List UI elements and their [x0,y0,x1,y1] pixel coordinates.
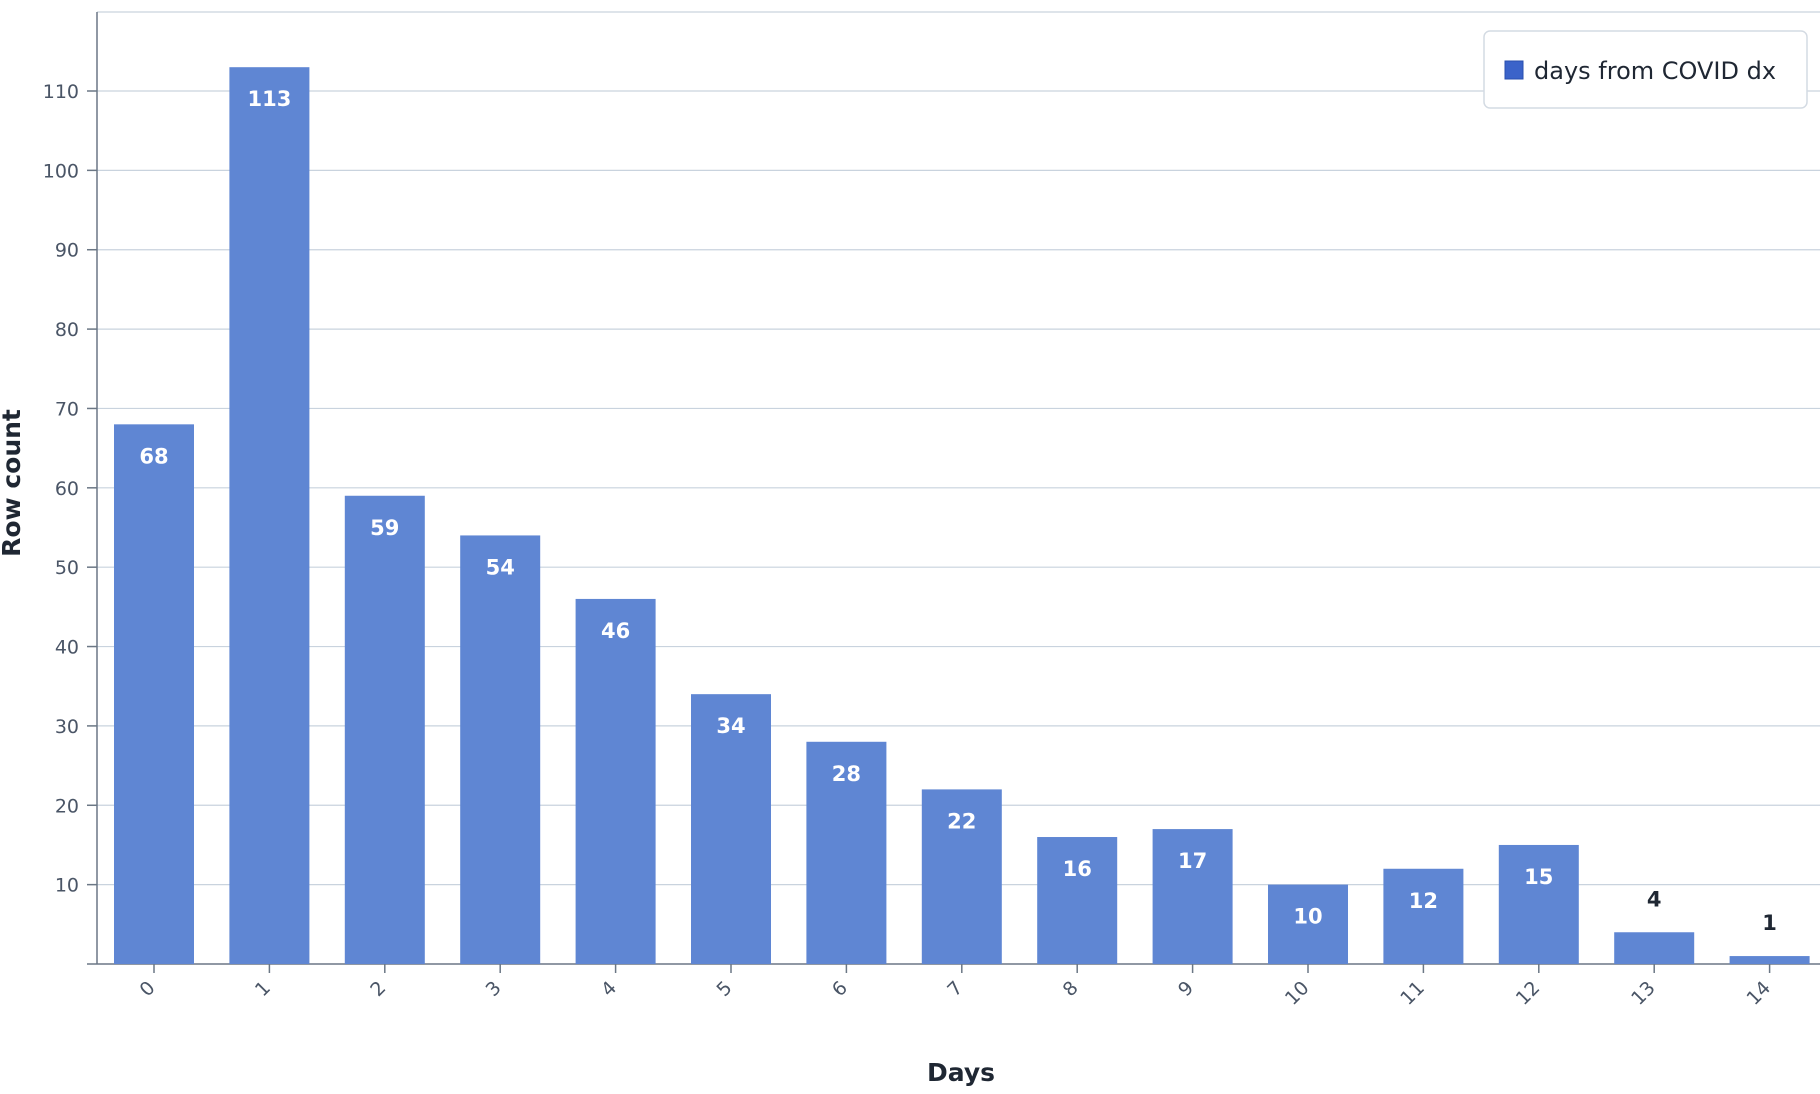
bar[interactable] [1614,932,1695,964]
bar[interactable] [921,789,1002,964]
bar[interactable] [1268,884,1348,964]
y-axis-title: Row count [0,409,26,557]
bar-value-labels: 68 113 59 54 46 34 28 22 16 17 10 12 15 4 1 [139,87,1777,935]
x-tick-label: 7 [943,977,967,1001]
x-tick-label: 2 [366,977,390,1001]
x-axis-title: Days [927,1058,995,1087]
x-tick-label: 8 [1059,977,1083,1001]
legend[interactable]: days from COVID dx [1483,30,1808,109]
y-tick-label: 70 [55,398,79,420]
x-tick-label: 5 [712,977,736,1001]
x-tick-label: 10 [1281,977,1314,1010]
bars [114,67,1810,964]
legend-box [1483,30,1808,109]
y-tick-label: 60 [55,478,79,500]
bar[interactable] [460,535,541,964]
bar[interactable] [1498,844,1579,964]
bar[interactable] [1037,837,1118,964]
bar-value-label: 1 [1762,911,1777,935]
bar[interactable] [575,598,656,964]
bar[interactable] [691,694,771,964]
bar-value-label: 17 [1178,849,1207,873]
x-tick-label: 1 [251,977,275,1001]
y-tick-label: 40 [55,637,79,659]
bar-value-label: 46 [601,619,630,643]
bar[interactable] [229,67,310,964]
y-tick-label: 10 [55,875,79,897]
y-tick-label: 90 [55,240,79,262]
bar-value-label: 16 [1063,857,1092,881]
x-tick-label: 6 [828,977,852,1001]
y-tick-label: 100 [43,160,79,182]
y-tick-label: 80 [55,319,79,341]
x-tick-label: 4 [597,977,621,1001]
bar[interactable] [806,741,887,964]
bar-value-label: 10 [1293,905,1322,929]
bar[interactable] [1383,868,1464,964]
bar-value-label: 12 [1409,889,1438,913]
bar[interactable] [114,424,194,964]
bar-value-label: 113 [247,87,291,111]
bar-value-label: 59 [370,516,399,540]
y-tick-label: 50 [55,557,79,579]
bar-value-label: 34 [716,714,745,738]
x-tick-label: 14 [1742,977,1775,1010]
bar-value-label: 15 [1524,865,1553,889]
y-tick-label: 30 [55,716,79,738]
bar[interactable] [344,495,425,964]
bar[interactable] [1729,956,1810,964]
y-tick-label: 110 [43,81,79,103]
x-tick-label: 3 [482,977,506,1001]
legend-label: days from COVID dx [1534,57,1776,85]
bar[interactable] [1152,829,1233,964]
x-tick-label: 12 [1512,977,1545,1010]
bar-value-label: 68 [139,444,168,468]
bar-value-label: 28 [832,762,861,786]
y-tick-label: 20 [55,795,79,817]
x-tick-label: 0 [135,977,159,1001]
legend-swatch [1504,60,1524,80]
x-tick-label: 11 [1396,977,1429,1010]
x-tick-label: 9 [1174,977,1198,1001]
x-tick-label: 13 [1627,977,1660,1010]
bar-value-label: 54 [486,555,515,579]
bar-value-label: 22 [947,809,976,833]
bar-value-label: 4 [1647,887,1662,911]
